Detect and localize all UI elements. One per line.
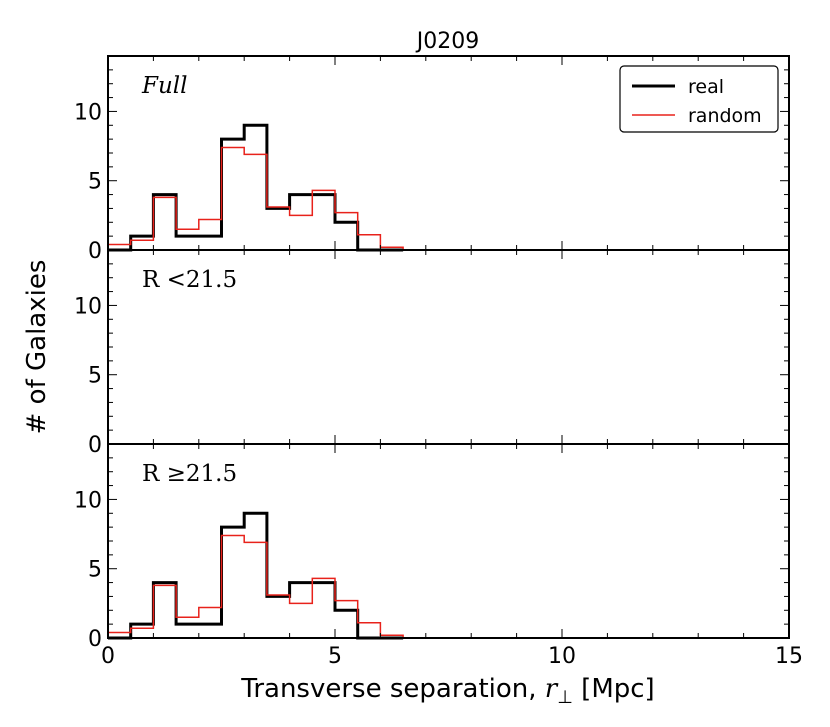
legend: real random [619,65,779,133]
x-tick-label: 0 [101,644,115,669]
legend-label-real: real [688,76,724,98]
y-tick-label: 5 [88,364,102,389]
x-axis-label-subscript: ⊥ [557,687,573,708]
y-tick-label: 10 [74,488,102,513]
histogram-real-panel-3 [108,511,404,640]
y-axis-label: # of Galaxies [22,260,52,435]
x-tick-label: 10 [548,644,576,669]
panel-label: R ≥21.5 [142,461,237,487]
histogram-random-panel-3 [107,534,404,638]
y-tick-label: 0 [88,239,102,264]
x-axis-label-prefix: Transverse separation, [240,674,545,704]
panel-2: 0 5 10 R <21.5 [74,249,790,458]
y-tick-label: 0 [88,433,102,458]
y-tick-label: 5 [88,558,102,583]
panels: 0 5 10 Full 0 5 10 R <21.5 0 5 10 0 5 10 15 R ≥21.5 real… [74,55,803,669]
panel-frame [107,443,790,639]
x-axis-label: Transverse separation, r⊥ [Mpc] [240,674,654,708]
histogram-real-panel-1 [108,123,404,252]
panel-label: Full [141,73,187,99]
panel-3: 0 5 10 0 5 10 15 R ≥21.5 [74,443,803,669]
y-tick-label: 10 [74,100,102,125]
histogram-random-panel-1 [107,146,404,250]
x-tick-label: 15 [775,644,803,669]
x-axis-label-suffix: [Mpc] [573,674,655,704]
panel-label: R <21.5 [142,267,237,293]
y-tick-label: 5 [88,170,102,195]
y-tick-label: 0 [88,627,102,652]
legend-label-random: random [688,105,762,127]
y-tick-label: 10 [74,294,102,319]
x-tick-label: 5 [328,644,342,669]
chart-title: J0209 [415,29,479,54]
x-axis-label-symbol: r [545,674,559,704]
